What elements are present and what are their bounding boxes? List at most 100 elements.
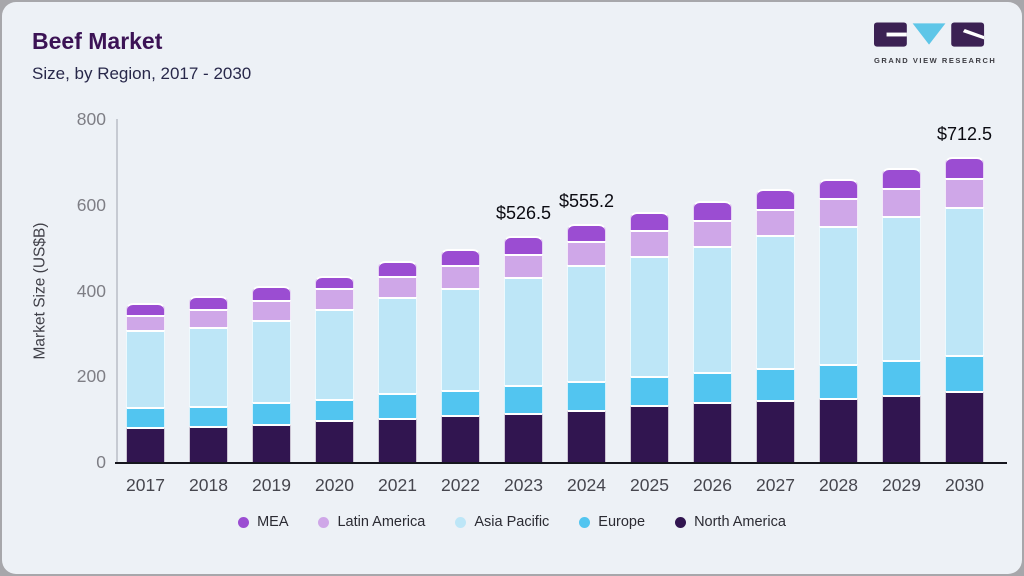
bar-2018 <box>189 295 228 462</box>
bar-segment-asia-pacific <box>441 287 480 390</box>
bar-2023 <box>504 236 543 462</box>
x-axis-label: 2025 <box>630 475 669 495</box>
bar-segment-asia-pacific <box>189 326 228 406</box>
legend-label: North America <box>694 514 786 530</box>
legend-item-europe: Europe <box>579 514 645 530</box>
bar-segment-europe <box>441 389 480 415</box>
bar-segment-asia-pacific <box>567 265 606 381</box>
bar-segment-latin-america <box>189 308 228 327</box>
bar-segment-latin-america <box>630 230 669 257</box>
bar-segment-mea <box>693 200 732 221</box>
bar-segment-latin-america <box>504 253 543 278</box>
bar-total-label: $526.5 <box>495 203 552 224</box>
bar-segment-north-america <box>504 413 543 462</box>
x-axis-label: 2028 <box>819 475 858 495</box>
x-axis-label: 2027 <box>756 475 795 495</box>
bar-segment-europe <box>504 384 543 414</box>
bar-segment-mea <box>756 188 795 210</box>
bar-segment-mea <box>378 261 417 276</box>
bar-segment-mea <box>630 212 669 231</box>
bar-segment-asia-pacific <box>504 277 543 385</box>
logo-caption: GRAND VIEW RESEARCH <box>874 56 997 65</box>
x-axis-label: 2019 <box>252 475 291 495</box>
x-axis-labels: 2017 2018 2019 2020 2021 2022 2023 2024 2025 2026… <box>116 475 1007 499</box>
bar-2024 <box>567 224 606 462</box>
x-axis-label: 2030 <box>945 475 984 495</box>
bar-segment-asia-pacific <box>945 207 984 356</box>
page-title: Beef Market <box>32 28 163 54</box>
x-axis-label: 2018 <box>189 475 228 495</box>
bar-segment-mea <box>315 275 354 289</box>
bar-segment-north-america <box>945 390 984 462</box>
bar-segment-europe <box>756 367 795 400</box>
bar-segment-mea <box>441 248 480 265</box>
bar-segment-north-america <box>756 399 795 462</box>
bar-segment-europe <box>252 402 291 424</box>
bar-2025 <box>630 212 669 462</box>
x-axis-label: 2023 <box>504 475 543 495</box>
bar-2029 <box>882 167 921 462</box>
bar-segment-mea <box>567 224 606 242</box>
bar-segment-latin-america <box>441 264 480 288</box>
bar-segment-north-america <box>315 420 354 462</box>
chart-legend: MEA Latin America Asia Pacific Europe North … <box>2 514 1022 530</box>
y-axis-tick-label: 0 <box>96 452 106 472</box>
bar-segment-asia-pacific <box>756 235 795 368</box>
bar-2019 <box>252 286 291 462</box>
bar-segment-latin-america <box>567 241 606 266</box>
legend-item-asia-pacific: Asia Pacific <box>455 514 549 530</box>
x-axis-label: 2024 <box>567 475 606 495</box>
bar-segment-latin-america <box>315 288 354 309</box>
bar-segment-north-america <box>819 397 858 462</box>
legend-swatch-icon <box>238 516 250 528</box>
bar-2027 <box>756 188 795 462</box>
bar-2028 <box>819 178 858 462</box>
y-axis-ticks: 0 200 400 600 800 <box>42 109 106 472</box>
x-axis-label: 2021 <box>378 475 417 495</box>
y-axis-tick-label: 400 <box>76 280 106 301</box>
bar-segment-europe <box>819 364 858 398</box>
bar-segment-mea <box>252 286 291 301</box>
bar-segment-mea <box>189 295 228 309</box>
x-axis-label: 2022 <box>441 475 480 495</box>
bar-segment-mea <box>126 302 165 316</box>
bar-segment-north-america <box>378 418 417 462</box>
bar-segment-europe <box>693 371 732 402</box>
legend-item-mea: MEA <box>238 514 288 530</box>
legend-swatch-icon <box>455 516 467 528</box>
bar-segment-europe <box>567 380 606 411</box>
bar-segment-europe <box>882 359 921 396</box>
bar-segment-europe <box>315 398 354 421</box>
gvr-logo-icon <box>874 22 985 47</box>
legend-item-latin-america: Latin America <box>318 514 425 530</box>
legend-label: Europe <box>598 514 646 530</box>
bar-segment-mea <box>504 236 543 254</box>
legend-item-north-america: North America <box>675 514 786 530</box>
legend-swatch-icon <box>318 516 330 528</box>
bar-segment-north-america <box>189 426 228 462</box>
bar-total-label: $712.5 <box>936 123 993 144</box>
bar-2026 <box>693 200 732 462</box>
x-axis-label: 2020 <box>315 475 354 495</box>
legend-label: Asia Pacific <box>474 514 550 530</box>
bar-2022 <box>441 248 480 462</box>
bar-segment-north-america <box>693 401 732 462</box>
bar-segment-europe <box>378 392 417 419</box>
bar-segment-asia-pacific <box>378 296 417 393</box>
bar-segment-mea <box>945 156 984 178</box>
bar-segment-north-america <box>252 423 291 462</box>
bar-segment-north-america <box>441 414 480 462</box>
bar-segment-europe <box>945 355 984 391</box>
bar-segment-asia-pacific <box>693 245 732 372</box>
bar-segment-mea <box>882 167 921 189</box>
bar-segment-latin-america <box>126 315 165 331</box>
bar-segment-latin-america <box>882 188 921 216</box>
bar-segment-north-america <box>630 404 669 462</box>
bar-segment-mea <box>819 178 858 199</box>
y-axis-tick-label: 800 <box>76 109 106 129</box>
bar-segment-europe <box>630 375 669 405</box>
bar-segment-asia-pacific <box>819 225 858 365</box>
x-axis-label: 2029 <box>882 475 921 495</box>
bar-segment-latin-america <box>252 300 291 320</box>
